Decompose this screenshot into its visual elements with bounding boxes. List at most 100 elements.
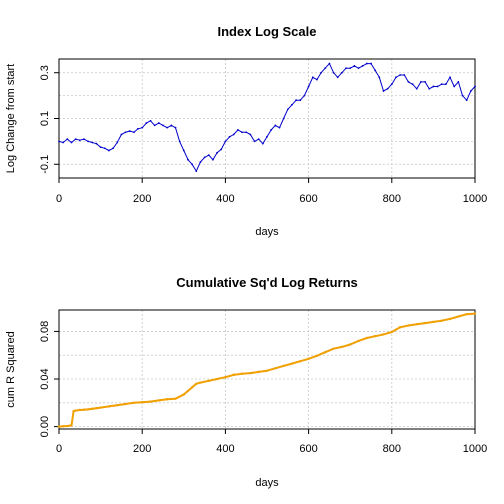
data-point [91,141,94,144]
data-point [58,140,60,143]
data-point [328,62,331,65]
data-point [361,64,364,67]
data-point [415,323,418,326]
data-point [257,138,260,140]
data-point [112,147,114,150]
data-point [420,80,422,83]
data-point [162,124,164,127]
data-point [236,129,239,131]
plot-frame [58,309,476,430]
data-point [137,127,139,130]
data-point [157,399,161,402]
data-point [232,133,235,136]
data-point [74,138,77,140]
data-point [149,400,152,403]
data-point [457,315,460,318]
data-point [444,83,447,86]
data-point [453,85,456,88]
chart-title: Index Log Scale [218,24,317,39]
y-tick-label: 0.3 [39,65,51,80]
bottom-chart: 0 200 400 600 800 1000 0.00 0.04 0.08 Cumulative … [5,275,487,489]
data-point [382,90,385,92]
data-point [165,398,169,401]
data-point [249,133,252,136]
data-point [423,321,427,325]
data-point [448,317,452,321]
data-point [120,133,123,136]
data-point [187,158,189,161]
data-point [190,386,194,389]
data-point [178,140,181,143]
data-point [128,130,131,132]
data-point [353,64,356,67]
data-point [207,154,210,157]
data-point [70,141,73,144]
data-point [99,406,102,409]
data-point [66,138,69,140]
y-tick-label: -0.1 [39,155,51,174]
data-point [124,131,127,134]
data-point [370,62,372,65]
x-tick-label: 800 [383,443,401,455]
data-point [216,151,218,154]
data-point [411,83,414,86]
data-point [311,76,314,79]
data-point [82,408,86,411]
data-point [157,122,160,124]
data-point [145,122,148,124]
data-point [457,80,460,83]
data-point [257,370,260,374]
data-point [398,326,402,329]
x-tick-label: 400 [216,443,234,455]
data-point [78,139,81,142]
data-point [195,382,198,385]
data-point [153,124,156,127]
data-point [390,330,393,334]
data-point [286,108,289,111]
data-point [270,129,273,131]
data-point [207,379,210,383]
y-tick-label: 0.08 [39,321,51,342]
data-point [307,357,310,360]
top-chart: 0 200 400 600 800 1000 -0.1 0.1 0.3 Index Log Sca… [5,24,487,238]
data-point [174,126,177,129]
data-point [399,74,402,76]
data-point [299,359,302,363]
x-axis-label: days [255,477,279,489]
data-point [345,67,347,70]
data-point [182,393,185,396]
data-point [86,408,90,411]
x-tick-label: 200 [133,193,151,205]
data-point [461,94,464,97]
data-point [274,124,277,127]
data-point [66,424,69,428]
data-point [199,161,202,163]
data-point [373,334,377,338]
data-point [465,312,468,316]
data-point [374,69,377,72]
x-tick-label: 0 [56,193,62,205]
y-tick-label: 0.04 [39,368,51,389]
data-point [307,85,310,88]
data-point [253,140,256,143]
data-point [203,156,206,159]
data-point [224,376,227,379]
data-point [349,67,352,70]
data-point [274,367,277,370]
data-point [436,85,439,88]
x-tick-label: 0 [56,443,62,455]
data-point [469,90,472,92]
data-point [261,142,264,145]
data-point [57,425,61,428]
data-point [166,126,169,129]
x-axis-label: days [255,226,279,238]
data-point [132,401,136,405]
data-point [403,74,406,76]
data-point [249,371,252,375]
data-point [340,71,343,74]
data-point [212,158,214,161]
data-point [357,67,360,70]
data-point [432,320,435,324]
data-point [70,424,73,427]
